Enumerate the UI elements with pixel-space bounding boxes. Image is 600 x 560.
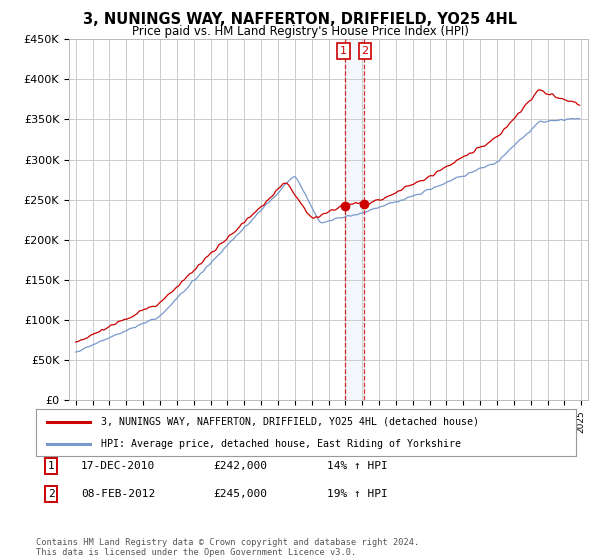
- Text: 1: 1: [47, 461, 55, 471]
- Text: 19% ↑ HPI: 19% ↑ HPI: [327, 489, 388, 499]
- Text: 3, NUNINGS WAY, NAFFERTON, DRIFFIELD, YO25 4HL (detached house): 3, NUNINGS WAY, NAFFERTON, DRIFFIELD, YO…: [101, 417, 479, 427]
- Text: £245,000: £245,000: [213, 489, 267, 499]
- Bar: [344, 39, 364, 400]
- Text: 2: 2: [361, 46, 368, 56]
- Text: 2: 2: [47, 489, 55, 499]
- Text: 17-DEC-2010: 17-DEC-2010: [81, 461, 155, 471]
- Text: Price paid vs. HM Land Registry's House Price Index (HPI): Price paid vs. HM Land Registry's House …: [131, 25, 469, 38]
- Text: 3, NUNINGS WAY, NAFFERTON, DRIFFIELD, YO25 4HL: 3, NUNINGS WAY, NAFFERTON, DRIFFIELD, YO…: [83, 12, 517, 27]
- Text: Contains HM Land Registry data © Crown copyright and database right 2024.
This d: Contains HM Land Registry data © Crown c…: [36, 538, 419, 557]
- Text: HPI: Average price, detached house, East Riding of Yorkshire: HPI: Average price, detached house, East…: [101, 438, 461, 449]
- Text: 08-FEB-2012: 08-FEB-2012: [81, 489, 155, 499]
- Text: £242,000: £242,000: [213, 461, 267, 471]
- Text: 14% ↑ HPI: 14% ↑ HPI: [327, 461, 388, 471]
- Text: 1: 1: [340, 46, 347, 56]
